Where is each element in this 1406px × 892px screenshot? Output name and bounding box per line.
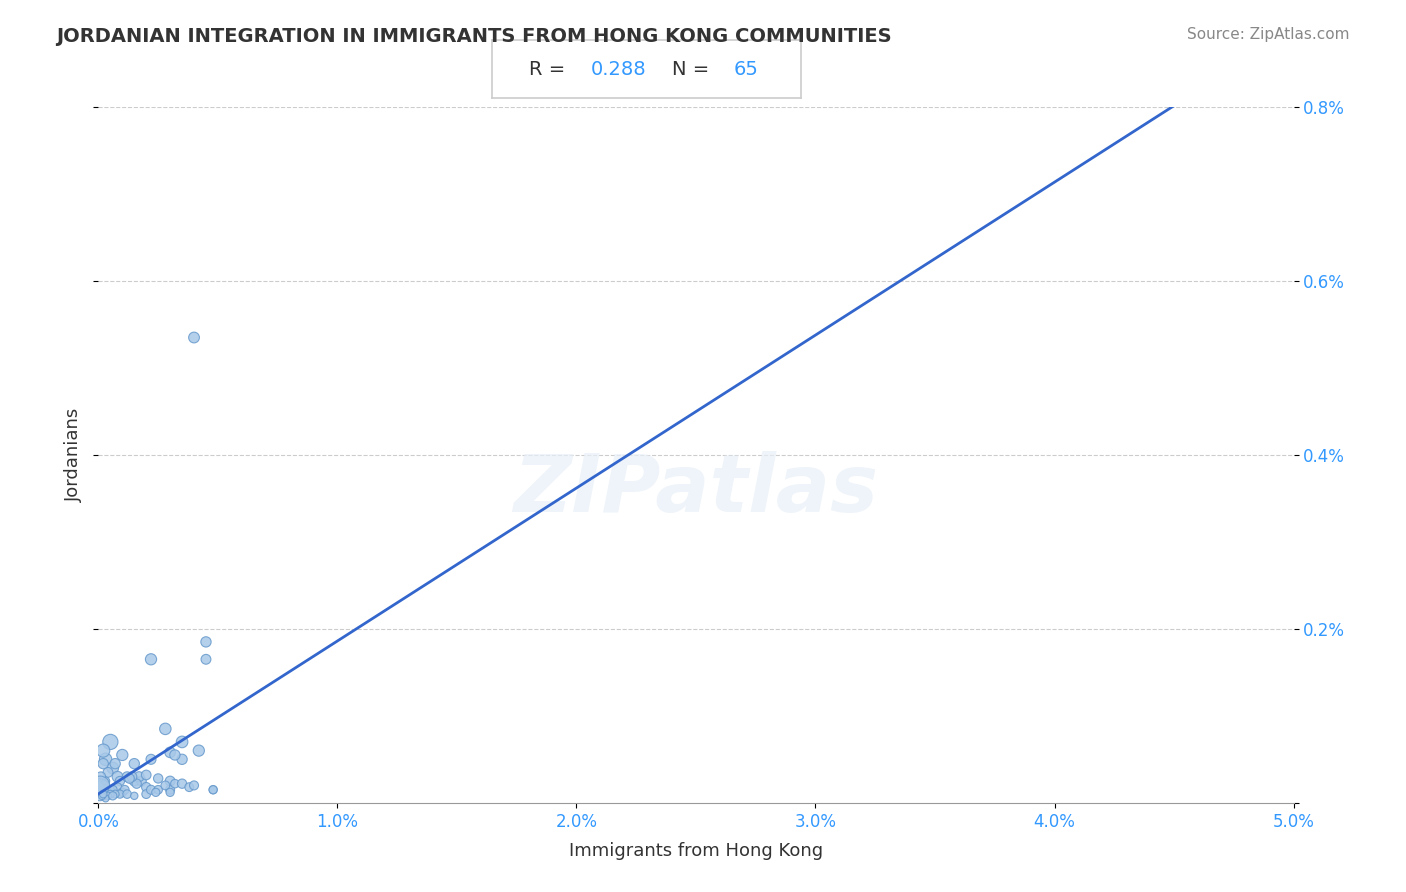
Point <box>172 752 194 766</box>
Point <box>159 785 181 799</box>
Point <box>195 652 218 666</box>
Point <box>187 744 209 758</box>
Point <box>139 782 162 797</box>
Point <box>98 735 122 749</box>
Point <box>135 780 157 794</box>
Point <box>159 774 181 789</box>
Point <box>135 768 157 782</box>
Point <box>107 770 129 784</box>
Point <box>131 774 153 789</box>
Point <box>139 652 162 666</box>
Text: JORDANIAN INTEGRATION IN IMMIGRANTS FROM HONG KONG COMMUNITIES: JORDANIAN INTEGRATION IN IMMIGRANTS FROM… <box>56 27 891 45</box>
Point <box>115 770 138 784</box>
Text: ZIPatlas: ZIPatlas <box>513 450 879 529</box>
Point <box>104 787 127 801</box>
Point <box>108 774 131 789</box>
Point <box>101 789 124 803</box>
Point <box>145 785 167 799</box>
Point <box>98 787 122 801</box>
Point <box>111 747 134 762</box>
Point <box>155 778 177 793</box>
Point <box>179 780 201 794</box>
Point <box>183 330 205 344</box>
Point <box>159 782 181 797</box>
Point <box>125 777 148 791</box>
Point <box>107 780 129 794</box>
Point <box>89 778 111 793</box>
Point <box>202 782 225 797</box>
Point <box>124 789 146 803</box>
Point <box>114 782 136 797</box>
Point <box>98 782 122 797</box>
Point <box>89 782 111 797</box>
Point <box>139 752 162 766</box>
Point <box>155 722 177 736</box>
X-axis label: Immigrants from Hong Kong: Immigrants from Hong Kong <box>569 842 823 860</box>
Text: R =: R = <box>529 60 572 78</box>
Point <box>108 787 131 801</box>
Text: N =: N = <box>672 60 716 78</box>
Point <box>195 635 218 649</box>
Point <box>172 735 194 749</box>
Point <box>90 770 112 784</box>
Point <box>91 789 114 803</box>
Point <box>135 787 157 801</box>
Point <box>101 782 124 797</box>
Point <box>183 778 205 793</box>
Point <box>124 756 146 771</box>
Point <box>91 744 114 758</box>
Point <box>163 777 186 791</box>
Point <box>124 774 146 789</box>
Point <box>172 777 194 791</box>
Point <box>111 785 134 799</box>
Point <box>101 761 124 775</box>
Point <box>121 770 143 784</box>
Point <box>91 756 114 771</box>
Y-axis label: Jordanians: Jordanians <box>65 408 83 502</box>
Point <box>128 770 150 784</box>
Point <box>104 756 127 771</box>
Point <box>94 774 117 789</box>
Point <box>148 772 170 786</box>
Point <box>202 782 225 797</box>
Point <box>91 787 114 801</box>
Point <box>115 787 138 801</box>
Point <box>118 772 141 786</box>
Text: Source: ZipAtlas.com: Source: ZipAtlas.com <box>1187 27 1350 42</box>
Point <box>159 745 181 759</box>
Point <box>148 782 170 797</box>
Point <box>94 752 117 766</box>
Point <box>94 791 117 805</box>
Point <box>97 765 120 780</box>
Point <box>97 789 120 803</box>
Text: 0.288: 0.288 <box>591 60 647 78</box>
Point <box>163 747 186 762</box>
Text: 65: 65 <box>734 60 758 78</box>
